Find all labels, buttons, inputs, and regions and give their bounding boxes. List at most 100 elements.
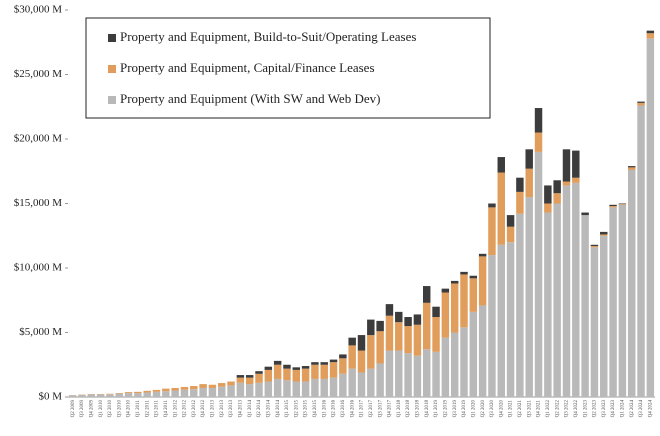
x-tick-label: Q2 2010 [108, 400, 113, 418]
x-tick-label: Q4 2019 [462, 400, 467, 418]
bar-segment [385, 304, 394, 316]
x-tick-label: Q2 2018 [406, 400, 411, 418]
y-tick-label: $15,000 M [14, 197, 63, 209]
bar-segment [329, 362, 338, 378]
bar-segment [516, 213, 524, 397]
bar-segment [385, 315, 394, 351]
bar-segment [534, 108, 543, 133]
bar-segment [637, 101, 645, 103]
x-tick-label: Q4 2010 [127, 400, 132, 418]
bar-segment [208, 384, 217, 388]
x-tick-label: Q4 2015 [313, 400, 318, 418]
bar-segment [236, 382, 245, 397]
bar-segment [600, 234, 608, 236]
bar-segment [78, 394, 86, 397]
x-tick-label: Q3 2023 [602, 400, 607, 418]
bar-segment [376, 363, 384, 397]
bar-segment [152, 391, 161, 397]
bar-segment [497, 157, 505, 173]
bar-segment [236, 375, 245, 378]
bar-segment [627, 167, 636, 170]
bar-segment [441, 337, 450, 397]
bar-segment [525, 149, 533, 169]
bar-segment [162, 388, 170, 392]
bar-segment [562, 149, 571, 182]
bar-segment [320, 378, 328, 397]
bar-segment [357, 350, 366, 373]
x-tick-label: Q2 2013 [220, 400, 225, 418]
bar-segment [236, 377, 245, 383]
bar-segment [553, 203, 561, 397]
bar-segment [488, 207, 496, 256]
legend-swatch [108, 34, 116, 42]
bar-segment [572, 150, 580, 178]
bar-segment [311, 362, 319, 365]
bar-segment [171, 387, 179, 391]
bar-segment [227, 381, 235, 386]
y-tick-label: $0 M [38, 391, 62, 403]
bar-segment [227, 385, 235, 397]
bar-segment [469, 311, 478, 397]
bar-segment [506, 215, 515, 227]
x-tick-label: Q1 2016 [322, 400, 327, 418]
bar-segment [404, 353, 412, 397]
bar-segment [348, 337, 356, 346]
x-tick-label: Q1 2014 [248, 400, 253, 418]
y-tick-label: $5,000 M [19, 326, 62, 338]
bar-segment [143, 390, 151, 393]
bar-segment [162, 391, 170, 397]
bar-segment [609, 204, 617, 207]
x-tick-label: Q4 2012 [201, 400, 206, 418]
bar-segment [311, 378, 319, 397]
bar-segment [329, 359, 338, 363]
x-tick-label: Q1 2022 [546, 400, 551, 418]
bar-segment [450, 283, 459, 333]
x-tick-label: Q1 2011 [136, 400, 141, 418]
bar-segment [190, 389, 198, 397]
bar-segment [516, 177, 524, 192]
bar-segment [534, 151, 543, 397]
bar-segment [422, 349, 431, 397]
bar-segment [87, 394, 96, 397]
bar-segment [432, 351, 440, 397]
x-tick-label: Q4 2014 [276, 400, 281, 418]
bar-segment [134, 391, 142, 394]
x-tick-label: Q2 2015 [294, 400, 299, 418]
bar-segment [572, 177, 580, 183]
x-tick-label: Q3 2021 [527, 400, 532, 418]
bar-segment [553, 180, 561, 194]
legend-label: Property and Equipment, Build-to-Suit/Op… [120, 29, 416, 44]
bar-segment [367, 319, 375, 336]
bar-segment [637, 102, 645, 106]
bar-segment [255, 371, 263, 374]
x-tick-label: Q3 2010 [117, 400, 122, 418]
bar-segment [450, 280, 459, 284]
x-tick-label: Q1 2023 [583, 400, 588, 418]
legend-swatch [108, 65, 116, 73]
x-tick-label: Q1 2024 [621, 400, 626, 418]
bar-segment [534, 132, 543, 152]
bar-segment [106, 393, 114, 395]
x-tick-label: Q3 2022 [565, 400, 570, 418]
x-tick-label: Q2 2017 [369, 400, 374, 418]
bar-segment [488, 255, 496, 397]
bar-segment [488, 203, 496, 208]
y-tick-label: $30,000 M [14, 4, 63, 16]
bar-segment [525, 197, 533, 397]
x-tick-label: Q2 2014 [257, 400, 262, 418]
bar-segment [283, 364, 291, 369]
bar-segment [646, 30, 655, 34]
bar-segment [404, 317, 412, 327]
x-tick-label: Q2 2020 [481, 400, 486, 418]
bar-segment [422, 286, 431, 303]
x-tick-label: Q3 2011 [155, 400, 160, 418]
bar-segment [581, 212, 589, 216]
x-tick-label: Q2 2023 [593, 400, 598, 418]
bar-segment [68, 395, 77, 397]
x-tick-label: Q2 2024 [630, 400, 635, 418]
bar-segment [320, 362, 328, 365]
x-tick-label: Q4 2021 [537, 400, 542, 418]
bar-segment [292, 367, 301, 370]
x-tick-label: Q3 2013 [229, 400, 234, 418]
